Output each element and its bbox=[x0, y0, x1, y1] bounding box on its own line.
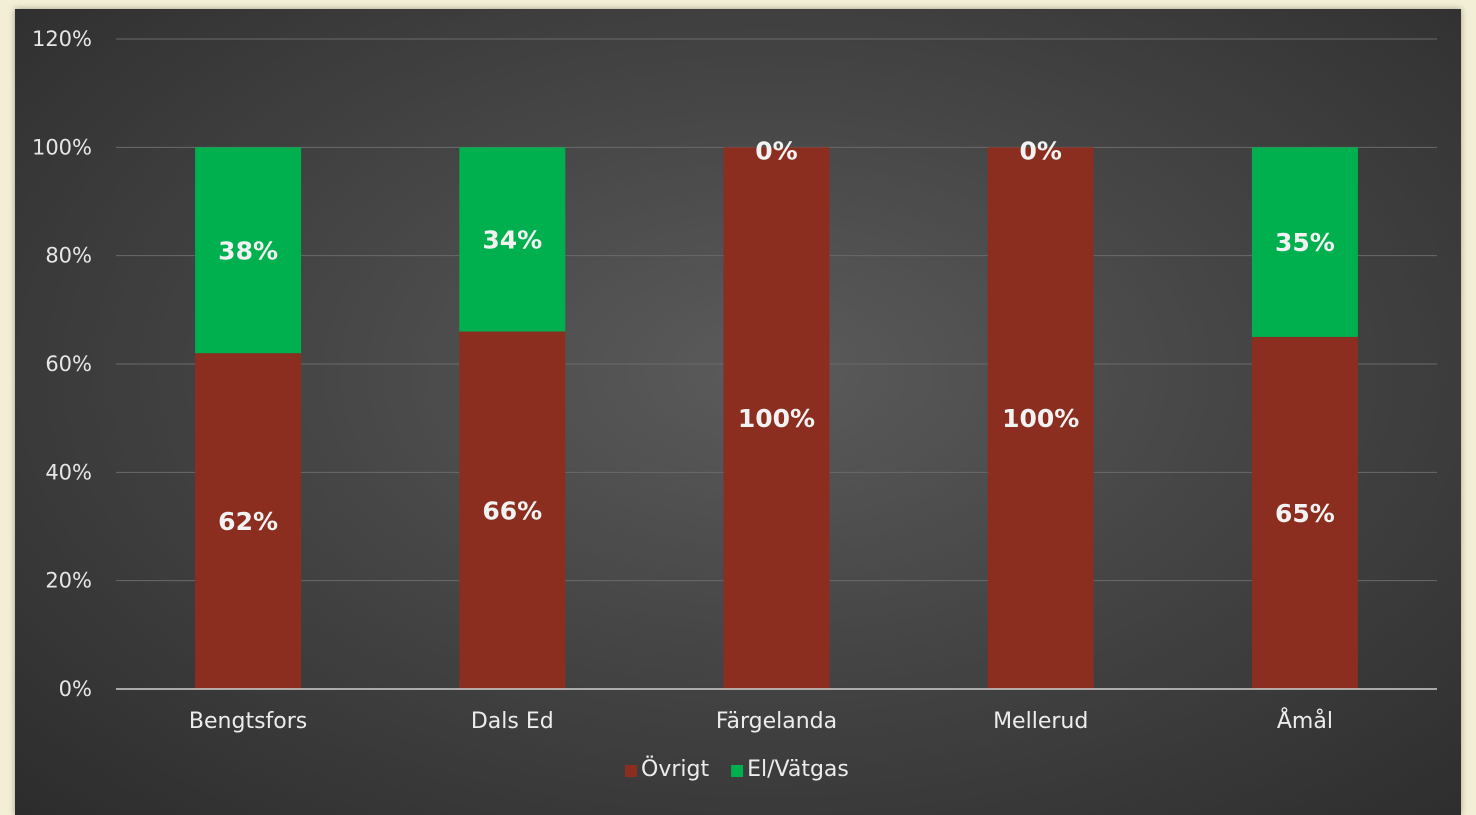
legend-label: El/Vätgas bbox=[747, 757, 849, 782]
data-label: 35% bbox=[1275, 228, 1335, 257]
x-category-label: Färgelanda bbox=[716, 709, 837, 734]
y-tick-label: 60% bbox=[45, 352, 92, 376]
x-category-label: Bengtsfors bbox=[189, 709, 307, 734]
stacked-bar-chart: 0% 20% 40% 60% 80% 100% 120% 62% 38% Bengtsfors 66… bbox=[32, 27, 1437, 782]
bar-segment bbox=[723, 147, 830, 690]
y-tick-label: 20% bbox=[45, 569, 92, 593]
data-label: 62% bbox=[218, 507, 278, 536]
y-tick-label: 0% bbox=[59, 677, 92, 701]
legend-swatch bbox=[625, 765, 637, 777]
legend-label: Övrigt bbox=[641, 756, 709, 782]
data-label: 0% bbox=[1019, 136, 1061, 165]
x-category-label: Åmål bbox=[1277, 707, 1333, 734]
data-label: 0% bbox=[755, 136, 797, 165]
bar-segment bbox=[1251, 336, 1358, 689]
y-tick-label: 100% bbox=[32, 135, 92, 159]
x-category-label: Dals Ed bbox=[471, 709, 554, 734]
y-tick-label: 40% bbox=[45, 460, 92, 484]
chart-frame: 0% 20% 40% 60% 80% 100% 120% 62% 38% Bengtsfors 66… bbox=[15, 9, 1461, 815]
bar-segment bbox=[195, 353, 302, 689]
data-label: 34% bbox=[482, 225, 542, 254]
data-label: 38% bbox=[218, 236, 278, 265]
y-tick-label: 80% bbox=[45, 244, 92, 268]
legend-swatch bbox=[731, 765, 744, 777]
data-label: 66% bbox=[482, 496, 542, 525]
data-label: 100% bbox=[1002, 404, 1079, 433]
y-tick-label: 120% bbox=[32, 27, 92, 51]
bar-segment bbox=[987, 147, 1094, 690]
bar-segment bbox=[459, 331, 566, 689]
data-label: 100% bbox=[738, 404, 815, 433]
bar-segment bbox=[459, 147, 566, 332]
x-category-label: Mellerud bbox=[993, 709, 1088, 734]
bar-segment bbox=[195, 147, 302, 354]
bar-segment bbox=[1251, 147, 1358, 337]
data-label: 65% bbox=[1275, 499, 1335, 528]
